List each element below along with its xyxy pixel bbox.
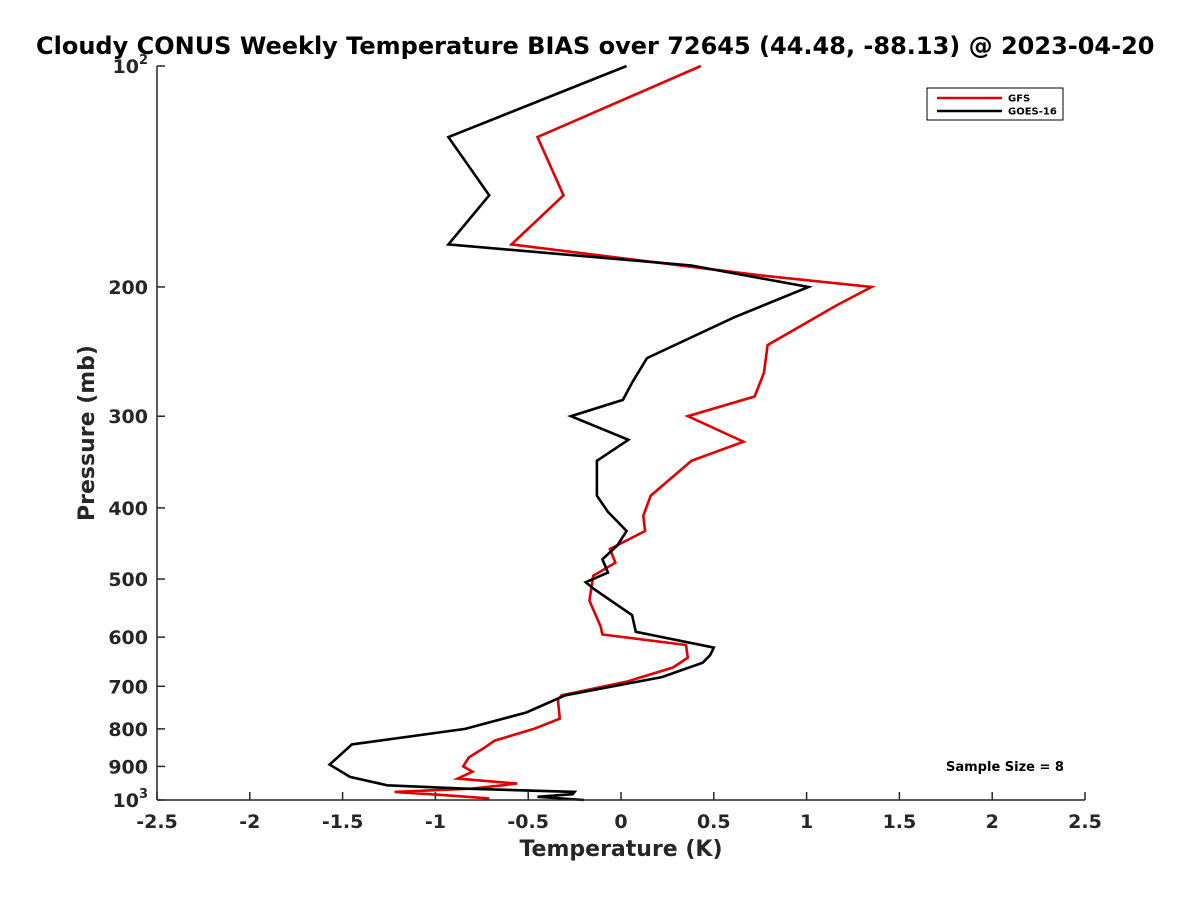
y-tick-label: 700 [108, 676, 148, 698]
legend-label-goes16: GOES-16 [1008, 107, 1057, 118]
y-tick-label: 200 [108, 277, 148, 299]
x-tick-label: 1.5 [883, 811, 917, 833]
chart-title: Cloudy CONUS Weekly Temperature BIAS ove… [36, 32, 1154, 60]
x-axis-title: Temperature (K) [519, 837, 722, 862]
x-tick-label: 1 [800, 811, 813, 833]
series-line-gfs [394, 64, 877, 800]
y-tick-label: 900 [108, 756, 148, 778]
x-tick-label: -1.5 [322, 811, 364, 833]
sample-size-annotation: Sample Size = 8 [946, 760, 1064, 775]
x-tick-label: 0 [614, 811, 627, 833]
y-tick-base: 10 [113, 790, 139, 812]
y-tick-exponent: 3 [139, 787, 148, 802]
y-tick-label: 300 [108, 406, 148, 428]
y-tick-label: 102 [113, 53, 149, 78]
x-tick-label: -1 [425, 811, 446, 833]
y-tick-exponent: 2 [139, 53, 148, 68]
y-axis-title: Pressure (mb) [75, 345, 100, 521]
x-tick-label: -0.5 [507, 811, 549, 833]
y-tick-label: 500 [108, 569, 148, 591]
legend-box [926, 87, 1064, 121]
x-tick-label: -2 [239, 811, 260, 833]
y-tick-label: 400 [108, 498, 148, 520]
x-tick-label: 2.5 [1068, 811, 1102, 833]
y-tick-label: 600 [108, 627, 148, 649]
series-layer [327, 64, 877, 802]
legend-label-gfs: GFS [1008, 94, 1030, 105]
x-tick-label: 2 [986, 811, 999, 833]
legend: GFS GOES-16 [926, 87, 1064, 121]
y-tick-label: 800 [108, 719, 148, 741]
y-tick-label: 103 [113, 787, 149, 812]
x-axis-ticks: -2.5 -2 -1.5 -1 -0.5 0 0.5 1 1.5 2 2.5 [136, 792, 1102, 833]
series-line-goes16 [327, 64, 814, 802]
x-tick-label: -2.5 [136, 811, 178, 833]
y-tick-base: 10 [113, 56, 139, 78]
x-tick-label: 0.5 [697, 811, 731, 833]
